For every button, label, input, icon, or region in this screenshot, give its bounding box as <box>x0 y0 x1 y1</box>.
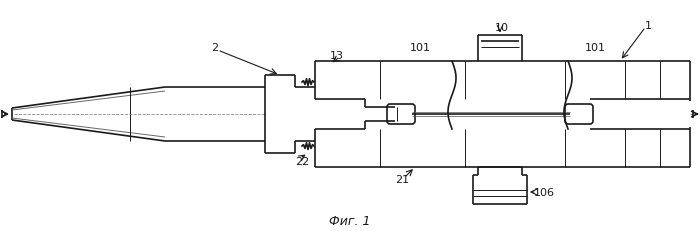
Text: 101: 101 <box>584 43 606 53</box>
Text: 21: 21 <box>395 174 409 184</box>
Text: 106: 106 <box>534 187 555 197</box>
Text: 101: 101 <box>410 43 430 53</box>
Text: 13: 13 <box>330 51 344 61</box>
Text: 22: 22 <box>295 156 309 166</box>
Text: 2: 2 <box>211 43 218 53</box>
Text: 1: 1 <box>645 21 652 31</box>
Text: Фиг. 1: Фиг. 1 <box>329 215 371 228</box>
Text: 10: 10 <box>495 23 509 33</box>
FancyBboxPatch shape <box>565 105 593 125</box>
FancyBboxPatch shape <box>387 105 415 125</box>
